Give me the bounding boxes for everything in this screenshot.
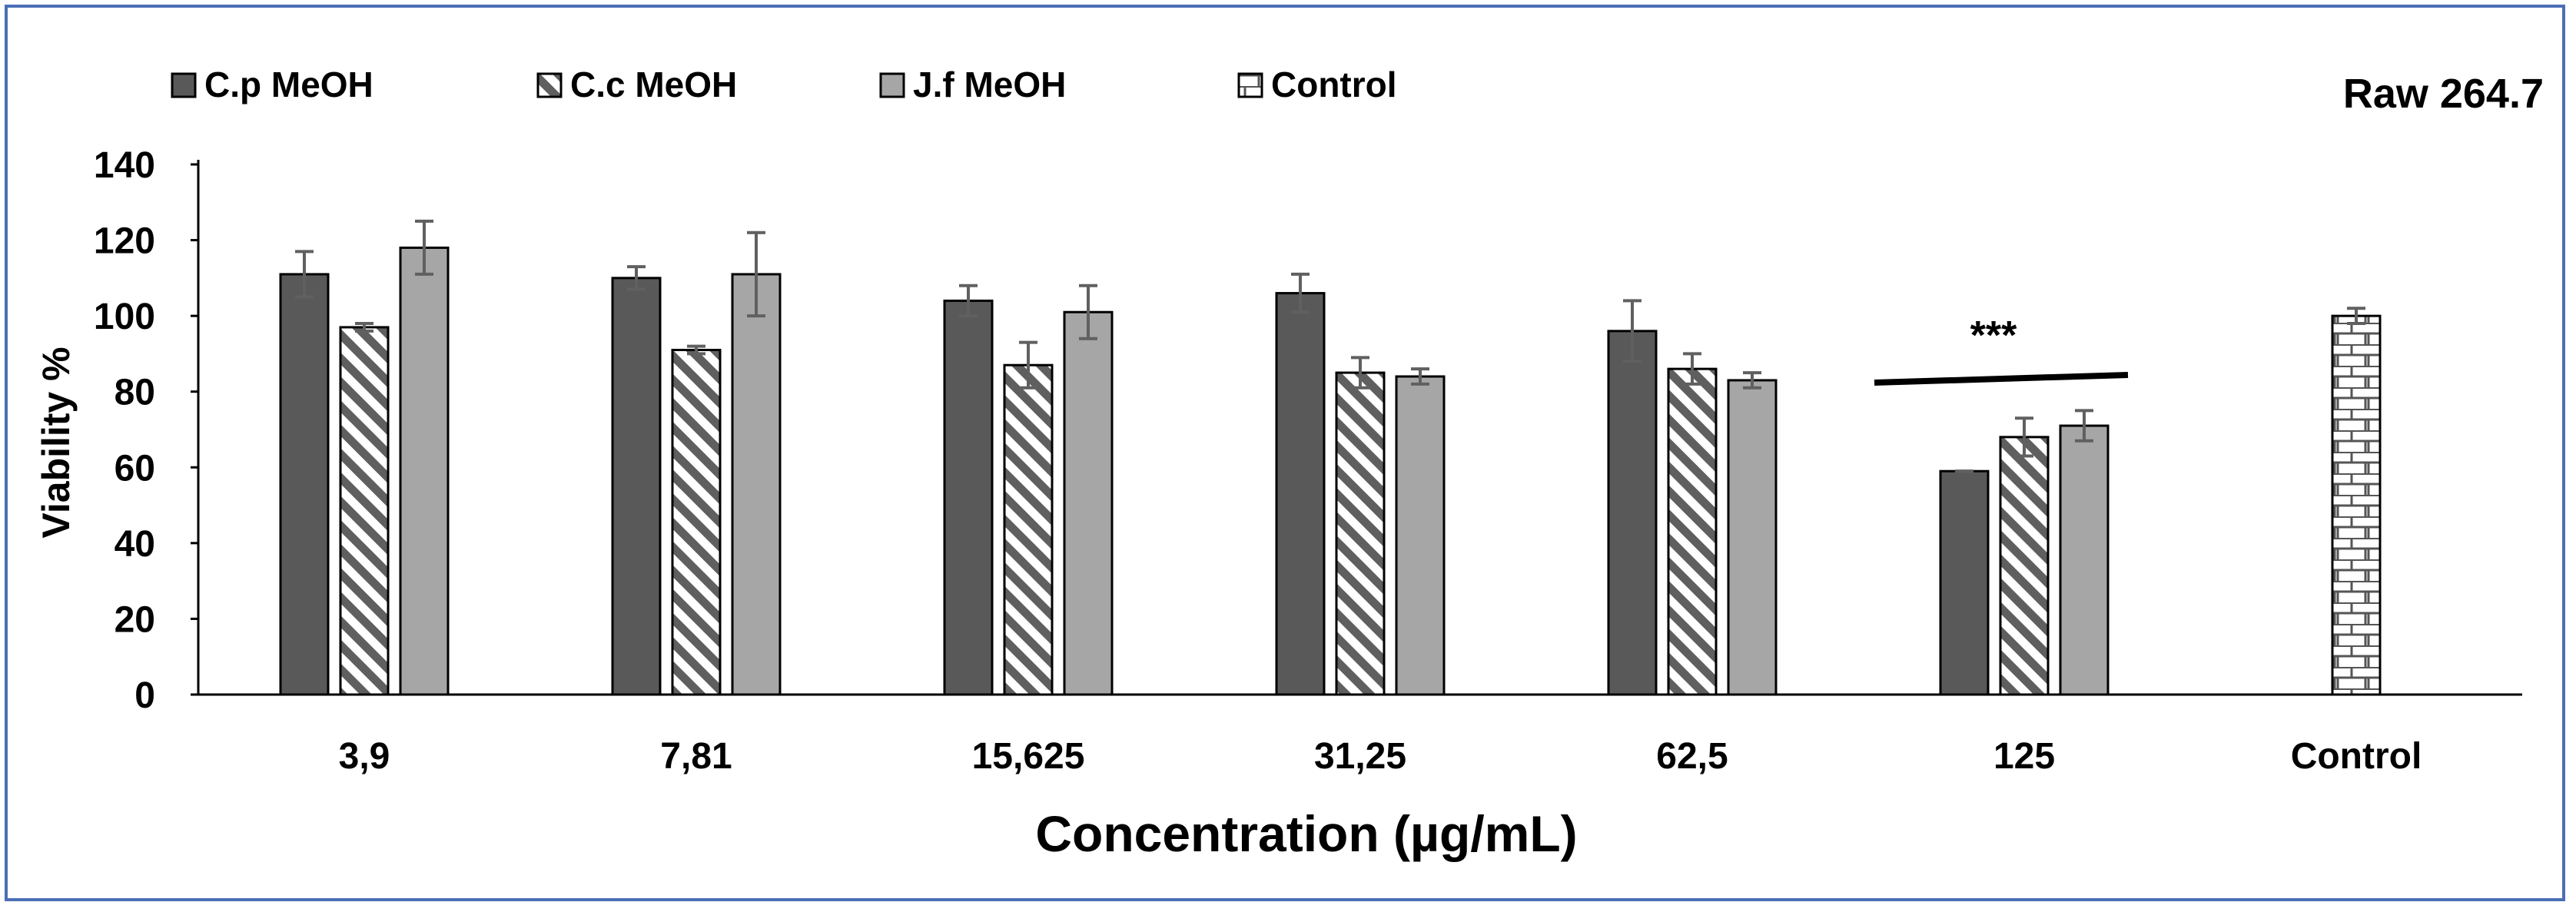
bar-c-p-meoh: [1275, 292, 1326, 696]
y-tick-label: 140: [94, 145, 155, 186]
bar-c-p-meoh: [1607, 330, 1658, 696]
y-tick-label: 40: [115, 524, 155, 565]
bar-c-c-meoh: [671, 349, 722, 696]
bar-j-f-meoh: [1727, 379, 1778, 696]
bar-j-f-meoh: [2059, 424, 2110, 696]
bar-c-c-meoh: [339, 326, 390, 696]
bar-j-f-meoh: [1395, 375, 1446, 696]
y-tick-label: 0: [134, 675, 155, 716]
significance-line: [1874, 372, 2129, 386]
bar-c-c-meoh: [1335, 371, 1386, 696]
chart-title: Raw 264.7: [2343, 71, 2544, 117]
bar-c-p-meoh: [611, 277, 662, 696]
bar-c-c-meoh: [1999, 436, 2050, 696]
bar-c-p-meoh: [279, 273, 330, 696]
legend-label: C.p MeOH: [204, 65, 373, 104]
bar-c-c-meoh: [1003, 363, 1054, 696]
legend-label: C.c MeOH: [570, 65, 737, 104]
y-tick-label: 20: [115, 599, 155, 640]
bar-j-f-meoh: [731, 273, 782, 696]
bar-j-f-meoh: [399, 246, 450, 696]
legend-swatch: [536, 72, 563, 98]
x-axis: 3,9 7,81 15,625 31,25 62,5 125 Control: [198, 693, 2522, 777]
x-tick-label: 125: [1993, 736, 2055, 777]
y-tick-label: 60: [115, 448, 155, 489]
bar-c-p-meoh: [943, 299, 994, 696]
legend-label: J.f MeOH: [913, 65, 1066, 104]
y-tick-label: 120: [94, 221, 155, 262]
bar-control: [2331, 314, 2382, 696]
y-axis: 0 20 40 60 80 100 120 140: [94, 145, 200, 716]
legend-swatch: [1237, 72, 1263, 98]
bar-j-f-meoh: [1063, 310, 1114, 696]
x-tick-label: 62,5: [1656, 736, 1728, 777]
significance-label: ***: [1970, 313, 2017, 358]
bar-c-p-meoh: [1939, 469, 1990, 696]
x-tick-label: 3,9: [339, 736, 390, 777]
legend: C.p MeOH C.c MeOH J.f MeOH Control: [171, 65, 1397, 104]
y-tick-label: 80: [115, 373, 155, 413]
bar-c-c-meoh: [1667, 367, 1718, 696]
y-tick-label: 100: [94, 297, 155, 337]
x-axis-title: Concentration (µg/mL): [1035, 805, 1577, 862]
bars: [279, 219, 2382, 696]
legend-swatch: [879, 72, 905, 98]
x-tick-label: Control: [2291, 736, 2422, 777]
legend-label: Control: [1271, 65, 1397, 104]
x-tick-label: 15,625: [972, 736, 1085, 777]
x-tick-label: 7,81: [660, 736, 732, 777]
y-axis-title: Viability %: [35, 347, 78, 538]
x-tick-label: 31,25: [1314, 736, 1406, 777]
annotations: ***: [1874, 313, 2129, 386]
legend-swatch: [171, 72, 197, 98]
